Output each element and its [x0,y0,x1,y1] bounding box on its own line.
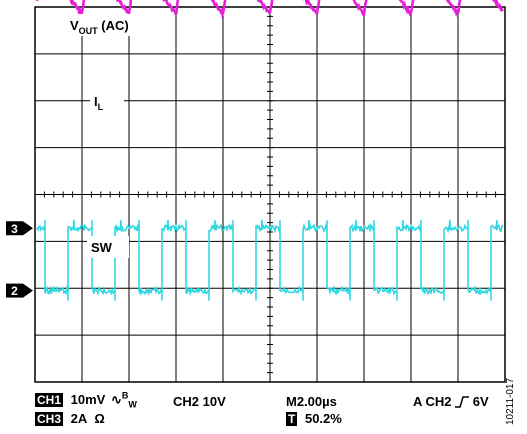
figure-id: 10211-017 [505,377,516,425]
ch3-coupling: Ω [94,411,105,426]
channel-marker-arrow [23,221,33,236]
trace-labels: VOUT (AC) IL SW [66,14,162,258]
trace-label-background [87,236,129,258]
trace-label-background [66,14,162,36]
bandwidth-limit-icon: ∿ [110,392,122,408]
channel-markers: 132 [6,221,33,298]
trace-sw [36,220,504,301]
ch1-chip: CH1 [35,393,64,408]
trigger-position: T 50.2% [286,411,342,426]
channel-marker-label: 3 [11,222,18,236]
channel-marker-box [6,221,23,236]
trigger-level: 6V [472,394,489,409]
ch3-chip: CH3 [35,412,64,426]
ch3-setting: 2A [70,411,87,426]
bandwidth-label: BW [121,391,137,410]
timebase: M2.00µs [286,394,337,409]
trace-label: VOUT (AC) [70,18,129,36]
channel-marker-label: 2 [11,284,18,298]
trace-label-background [90,90,124,112]
status-line-2: CH3 2A Ω [35,411,105,426]
channel-marker-3: 3 [6,221,33,236]
rising-edge-icon [455,396,470,408]
trigger-source: A CH2 [413,394,452,409]
status-line-1: CH1 10mV ∿BW [35,391,137,410]
trace-label: IL [94,94,104,112]
ch1-setting: 10mV [70,392,106,408]
trace-label: SW [91,240,113,255]
channel-marker-2: 2 [6,283,33,298]
channel-marker-box [6,283,23,298]
channel-marker-arrow [23,283,33,298]
t-chip: T [286,412,298,426]
trigger-readout: A CH2 6V [413,394,489,409]
t-position: 50.2% [304,411,342,426]
trace-il [35,0,504,19]
ch2-setting: CH2 10V [173,394,226,409]
traces [35,0,504,301]
